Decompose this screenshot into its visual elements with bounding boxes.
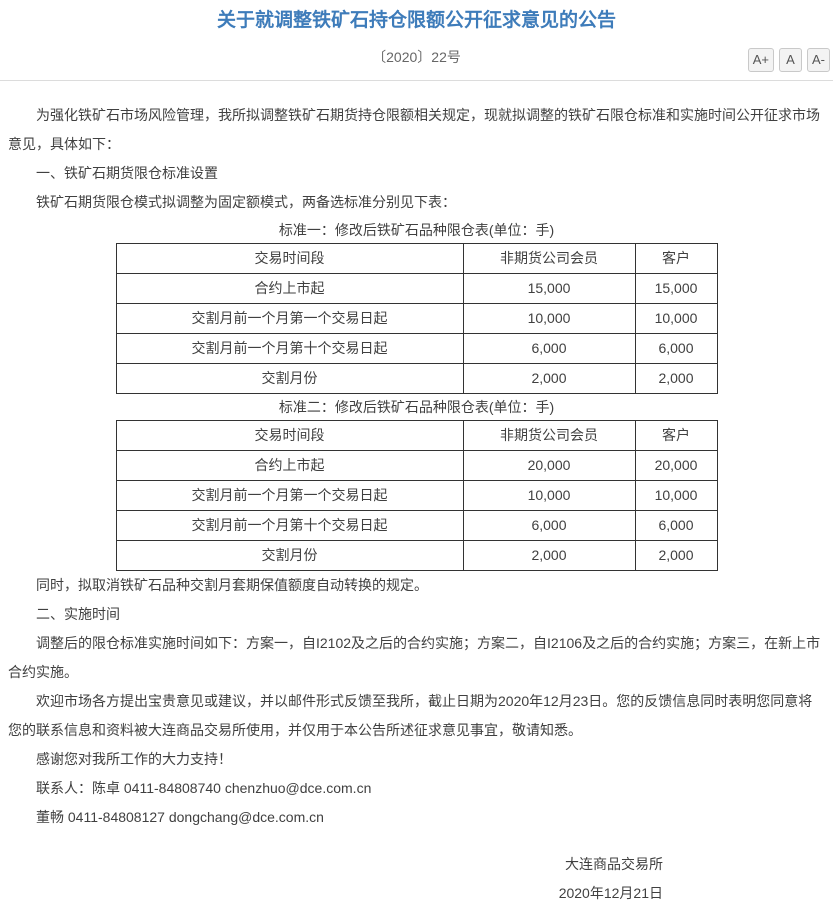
table-row: 交割月前一个月第十个交易日起 6,000 6,000 — [115, 333, 718, 364]
table-row: 交割月前一个月第一个交易日起 10,000 10,000 — [115, 303, 718, 334]
table-cell: 交割月前一个月第十个交易日起 — [115, 333, 464, 364]
table-cell: 交割月份 — [115, 540, 464, 571]
thanks-paragraph: 感谢您对我所工作的大力支持！ — [36, 751, 232, 767]
signature-date: 2020年12月21日 — [558, 885, 663, 901]
contact-person-line-2: 董畅 0411-84808127 dongchang@dce.com.cn — [36, 809, 324, 825]
font-decrease-button[interactable]: A- — [807, 48, 830, 72]
col-header-client: 客户 — [634, 420, 718, 451]
table-cell: 合约上市起 — [115, 450, 464, 481]
standard-2-caption: 标准二：修改后铁矿石品种限仓表(单位：手) — [278, 399, 555, 415]
table-row: 交割月前一个月第十个交易日起 6,000 6,000 — [115, 510, 718, 541]
announcement-header: 关于就调整铁矿石持仓限额公开征求意见的公告 〔2020〕22号 A+ A A- — [0, 0, 833, 81]
table-header-row: 交易时间段 非期货公司会员 客户 — [115, 420, 718, 451]
announcement-body: 为强化铁矿石市场风险管理，我所拟调整铁矿石期货持仓限额相关规定，现就拟调整的铁矿… — [0, 81, 833, 908]
contact-person-line: 联系人：陈卓 0411-84808740 chenzhuo@dce.com.cn — [36, 780, 372, 796]
table-cell: 10,000 — [634, 480, 718, 511]
header-meta-row: 〔2020〕22号 A+ A A- — [0, 34, 833, 80]
font-size-controls: A+ A A- — [747, 48, 830, 72]
table-cell: 交割月前一个月第十个交易日起 — [115, 510, 464, 541]
table-row: 交割月份 2,000 2,000 — [115, 363, 718, 394]
table-cell: 2,000 — [634, 540, 718, 571]
table-cell: 交割月前一个月第一个交易日起 — [115, 480, 464, 511]
header-divider — [0, 80, 833, 81]
page-title: 关于就调整铁矿石持仓限额公开征求意见的公告 — [216, 10, 616, 31]
col-header-time-period: 交易时间段 — [115, 243, 464, 274]
table-cell: 20,000 — [634, 450, 718, 481]
hedge-paragraph: 同时，拟取消铁矿石品种交割月套期保值额度自动转换的规定。 — [36, 577, 428, 593]
doc-number: 〔2020〕22号 — [372, 49, 461, 65]
font-default-button[interactable]: A — [779, 48, 802, 72]
signature-block: 大连商品交易所 2020年12月21日 — [8, 850, 825, 908]
table-header-row: 交易时间段 非期货公司会员 客户 — [115, 243, 718, 274]
table-cell: 15,000 — [462, 273, 636, 304]
table-cell: 合约上市起 — [115, 273, 464, 304]
feedback-paragraph: 欢迎市场各方提出宝贵意见或建议，并以邮件形式反馈至我所，截止日期为2020年12… — [8, 693, 813, 738]
table-cell: 10,000 — [462, 303, 636, 334]
section-1-heading: 一、铁矿石期货限仓标准设置 — [36, 165, 218, 181]
table-cell: 交割月前一个月第一个交易日起 — [115, 303, 464, 334]
limit-mode-paragraph: 铁矿石期货限仓模式拟调整为固定额模式，两备选标准分别见下表： — [36, 194, 456, 210]
table-cell: 6,000 — [462, 333, 636, 364]
section-2-heading: 二、实施时间 — [36, 606, 120, 622]
intro-paragraph: 为强化铁矿石市场风险管理，我所拟调整铁矿石期货持仓限额相关规定，现就拟调整的铁矿… — [8, 107, 820, 152]
table-cell: 10,000 — [462, 480, 636, 511]
standard-1-caption: 标准一：修改后铁矿石品种限仓表(单位：手) — [278, 222, 555, 238]
col-header-client: 客户 — [634, 243, 718, 274]
col-header-time-period: 交易时间段 — [115, 420, 464, 451]
table-row: 交割月份 2,000 2,000 — [115, 540, 718, 571]
table-row: 交割月前一个月第一个交易日起 10,000 10,000 — [115, 480, 718, 511]
font-increase-button[interactable]: A+ — [747, 48, 774, 72]
table-cell: 2,000 — [462, 363, 636, 394]
schedule-paragraph: 调整后的限仓标准实施时间如下：方案一，自I2102及之后的合约实施；方案二，自I… — [8, 635, 821, 680]
table-cell: 2,000 — [634, 363, 718, 394]
table-row: 合约上市起 15,000 15,000 — [115, 273, 718, 304]
signature-org: 大连商品交易所 — [565, 856, 663, 872]
table-cell: 6,000 — [634, 333, 718, 364]
table-cell: 6,000 — [462, 510, 636, 541]
table-cell: 20,000 — [462, 450, 636, 481]
table-row: 合约上市起 20,000 20,000 — [115, 450, 718, 481]
table-cell: 2,000 — [462, 540, 636, 571]
col-header-non-futures-member: 非期货公司会员 — [462, 243, 636, 274]
standard-1-table: 交易时间段 非期货公司会员 客户 合约上市起 15,000 15,000 交割月… — [115, 243, 718, 394]
table-cell: 6,000 — [634, 510, 718, 541]
col-header-non-futures-member: 非期货公司会员 — [462, 420, 636, 451]
table-cell: 交割月份 — [115, 363, 464, 394]
standard-2-table: 交易时间段 非期货公司会员 客户 合约上市起 20,000 20,000 交割月… — [115, 420, 718, 571]
table-cell: 15,000 — [634, 273, 718, 304]
table-cell: 10,000 — [634, 303, 718, 334]
